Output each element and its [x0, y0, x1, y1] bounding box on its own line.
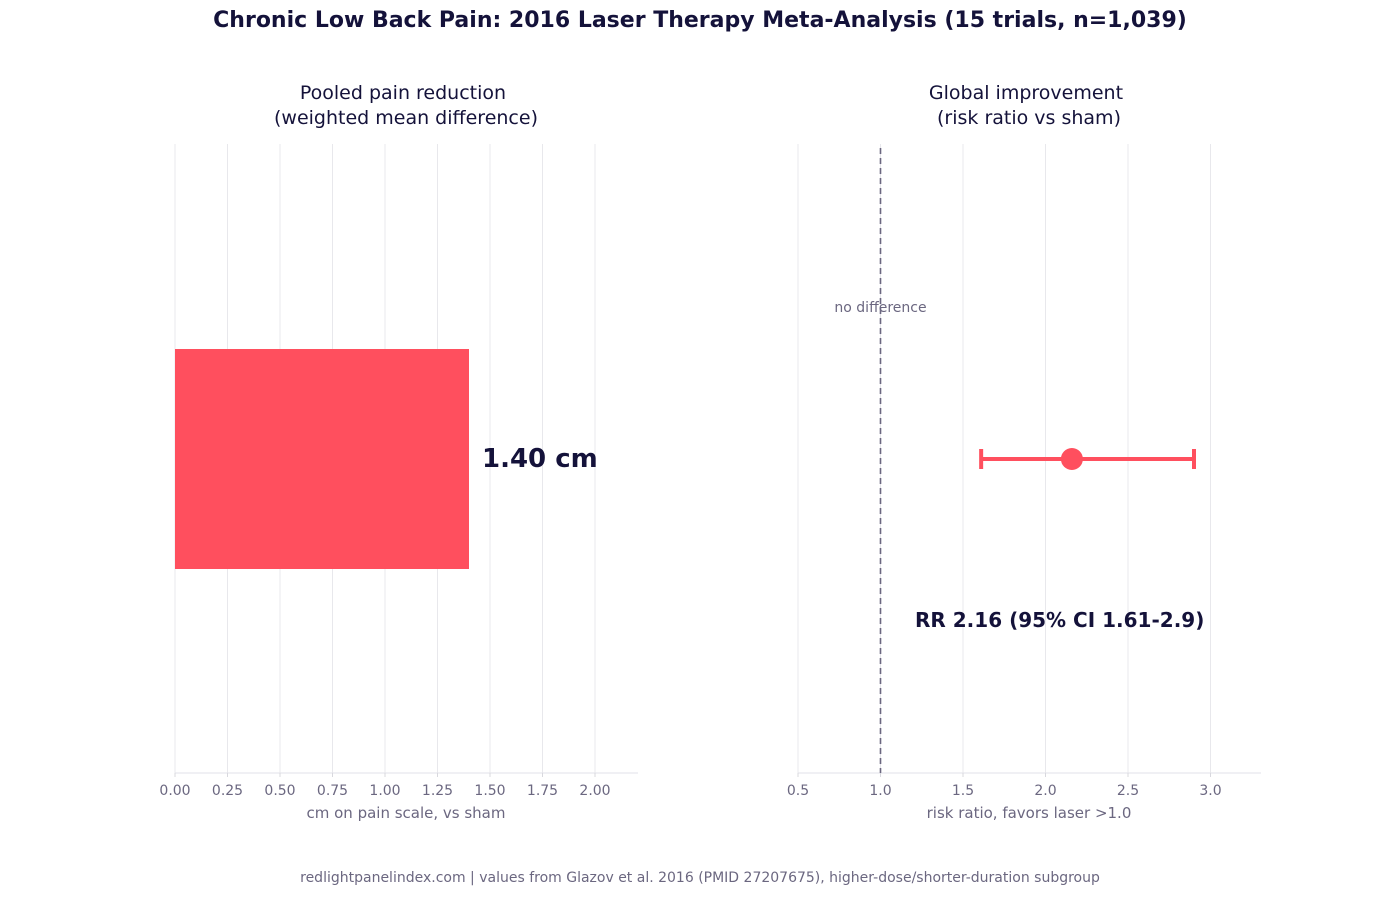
bar-chart-tick-label: 1.00: [369, 783, 400, 799]
risk-ratio-point: [1060, 448, 1083, 470]
bar-chart-x-label: cm on pain scale, vs sham: [306, 804, 505, 822]
bar-chart-tick-label: 2.00: [579, 783, 610, 799]
risk-ratio-tick-label: 2.5: [1117, 783, 1139, 799]
bar-chart-title-line2: (weighted mean difference): [274, 107, 538, 129]
source-footer: redlightpanelindex.com | values from Gla…: [300, 870, 1100, 886]
bar-chart-tick-label: 0.75: [317, 783, 348, 799]
bar-chart-tick-label: 1.25: [422, 783, 453, 799]
risk-ratio-tick-label: 1.0: [869, 783, 891, 799]
risk-ratio-panel: Global improvement (risk ratio vs sham) …: [787, 82, 1261, 822]
risk-ratio-title-line2: (risk ratio vs sham): [937, 107, 1121, 129]
bar-chart-tick-label: 1.50: [474, 783, 505, 799]
bar-chart-tick-label: 0.00: [159, 783, 190, 799]
bar-chart-tick-label: 0.25: [212, 783, 243, 799]
bar-chart-title-line1: Pooled pain reduction: [300, 82, 506, 104]
risk-ratio-effect-label: RR 2.16 (95% CI 1.61-2.9): [915, 608, 1204, 632]
bar-value-label: 1.40 cm: [482, 444, 598, 474]
risk-ratio-tick-label: 3.0: [1199, 783, 1221, 799]
bar-chart-x-ticks: 0.00 0.25 0.50 0.75 1.00 1.25 1.50 1.75 2.00: [159, 773, 611, 799]
risk-ratio-tick-label: 0.5: [787, 783, 809, 799]
bar-chart-panel: Pooled pain reduction (weighted mean dif…: [159, 82, 638, 822]
risk-ratio-x-label: risk ratio, favors laser >1.0: [927, 804, 1132, 822]
risk-ratio-x-ticks: 0.5 1.0 1.5 2.0 2.5 3.0: [787, 773, 1222, 799]
risk-ratio-tick-label: 1.5: [952, 783, 974, 799]
bar-chart-tick-label: 0.50: [264, 783, 295, 799]
bar-chart-tick-label: 1.75: [527, 783, 558, 799]
no-difference-label: no difference: [834, 300, 926, 316]
risk-ratio-tick-label: 2.0: [1034, 783, 1056, 799]
figure-title: Chronic Low Back Pain: 2016 Laser Therap…: [213, 8, 1187, 33]
risk-ratio-title: Global improvement (risk ratio vs sham): [929, 82, 1129, 129]
bar-pain-reduction: [175, 349, 469, 569]
bar-chart-title: Pooled pain reduction (weighted mean dif…: [274, 82, 538, 129]
risk-ratio-title-line1: Global improvement: [929, 82, 1123, 104]
